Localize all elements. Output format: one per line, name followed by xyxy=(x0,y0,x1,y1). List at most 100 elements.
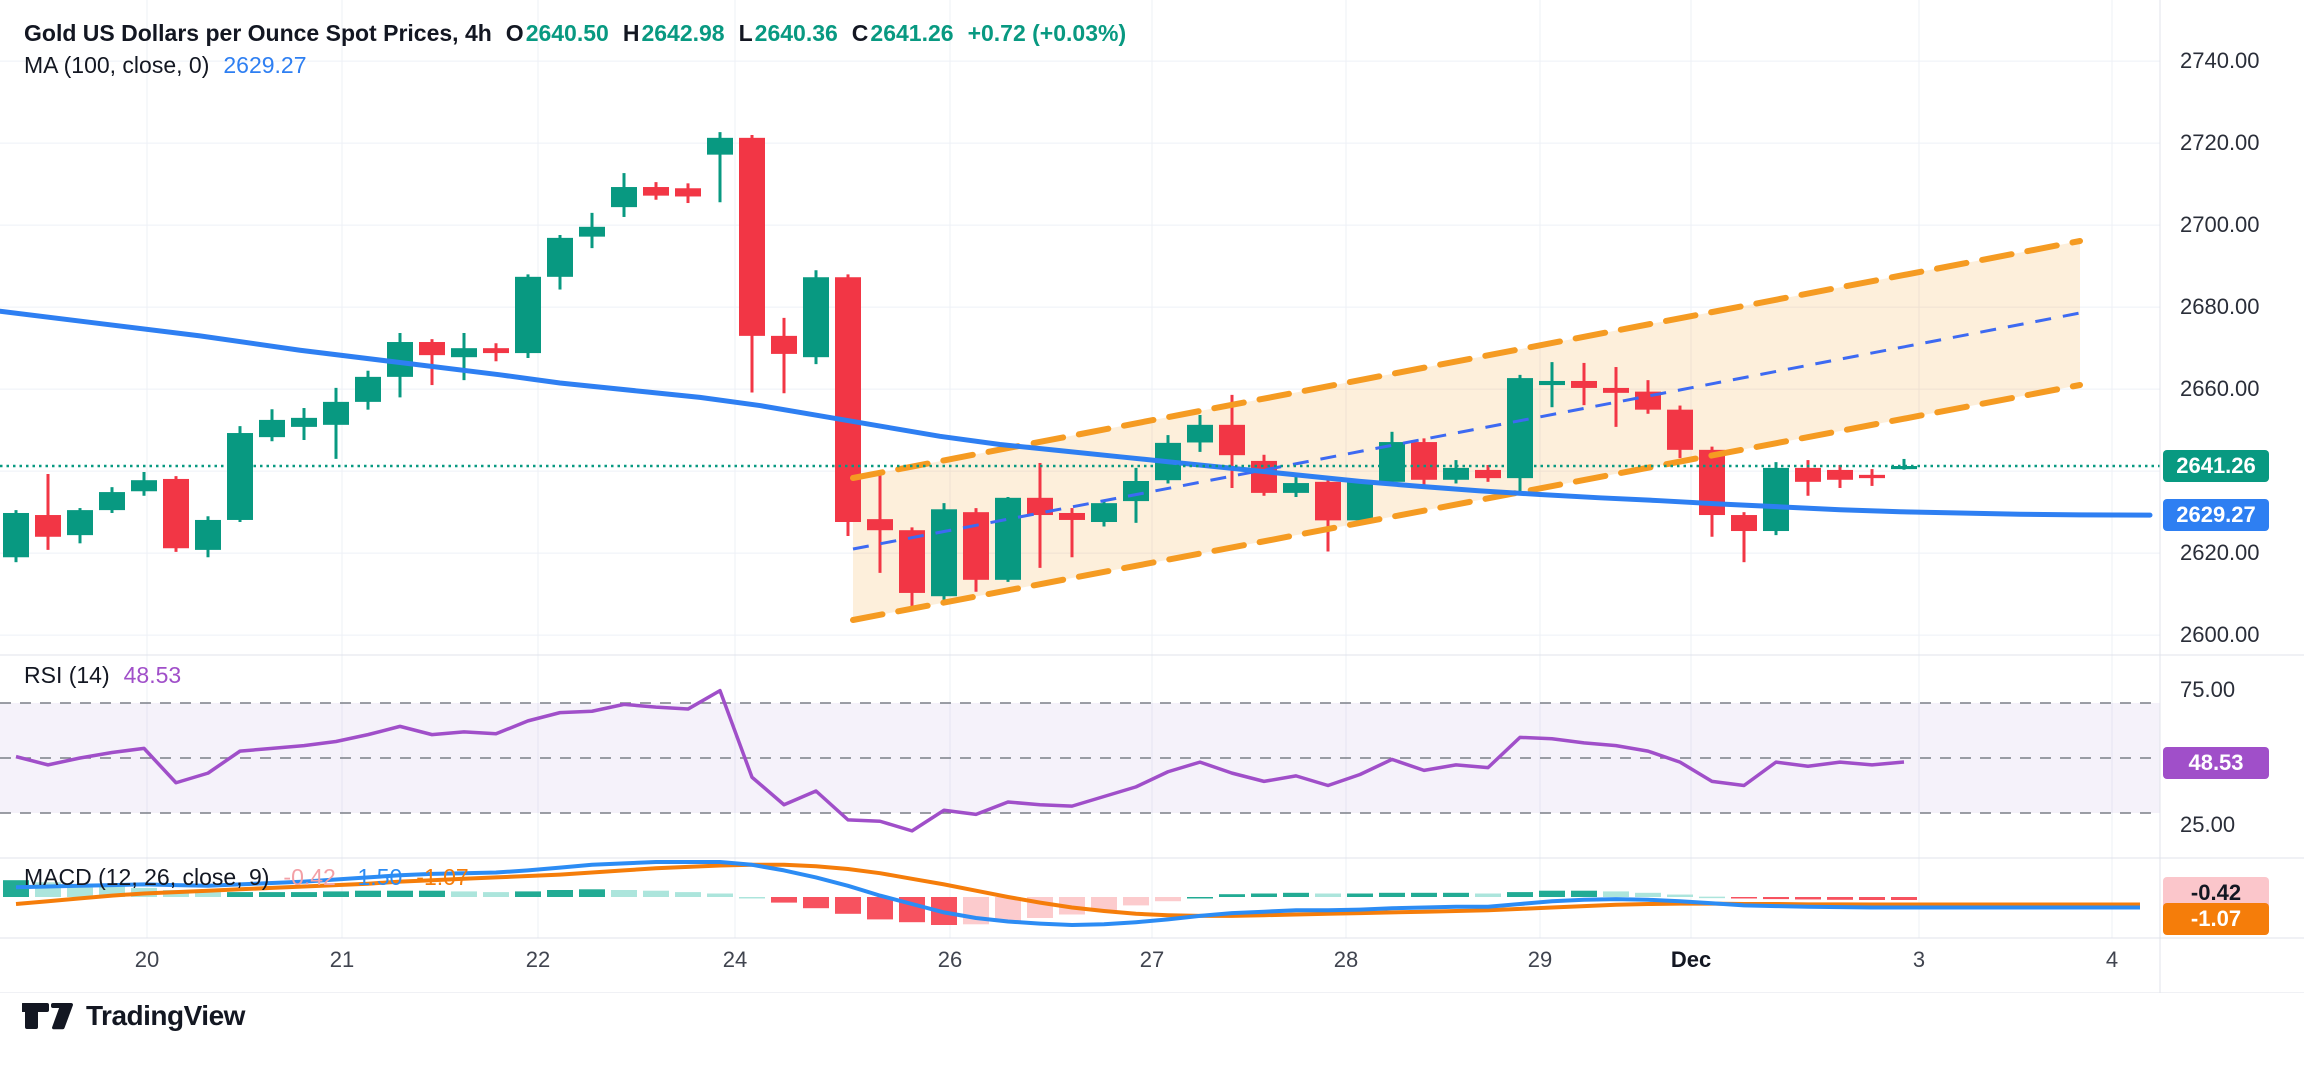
candle-body-down xyxy=(1315,481,1341,521)
macd-histogram-bar xyxy=(1475,893,1501,897)
macd-histogram-bar xyxy=(1507,892,1533,897)
ohlc-low: L 2640.36 xyxy=(738,20,838,46)
macd-histogram-bar xyxy=(1763,897,1789,900)
macd-histogram-bar xyxy=(3,880,29,897)
time-axis-label: 21 xyxy=(329,947,355,972)
macd-histogram-bar xyxy=(483,892,509,897)
candle-body-up xyxy=(131,480,157,492)
macd-histogram-bar xyxy=(1667,894,1693,897)
ma100-line xyxy=(0,308,2153,518)
channel-mid-line xyxy=(852,311,2081,551)
candle-body-up xyxy=(227,433,253,520)
macd-histogram-bar xyxy=(1219,894,1245,897)
macd-histogram-bar xyxy=(1347,893,1373,897)
macd-histogram-bar xyxy=(739,897,765,899)
candle-body-up xyxy=(1443,467,1469,480)
macd-histogram-bar xyxy=(1795,897,1821,900)
time-axis-label: Dec xyxy=(1670,947,1712,972)
macd-histogram-bar xyxy=(1091,897,1117,911)
candle-body-down xyxy=(419,342,445,356)
time-axis-label: 27 xyxy=(1139,947,1165,972)
macd-line xyxy=(15,860,2140,927)
candle-body-up xyxy=(1891,466,1917,470)
candle-body-up xyxy=(323,401,349,425)
rsi-label: RSI (14) xyxy=(24,662,110,688)
macd-histogram-bar xyxy=(195,892,221,897)
candle-body-up xyxy=(1347,481,1373,521)
candle-body-up xyxy=(99,492,125,511)
macd-legend-row[interactable]: MACD (12, 26, close, 9) -0.42 -1.50 -1.0… xyxy=(24,864,469,891)
macd-histogram-bar xyxy=(611,890,637,897)
candle-body-down xyxy=(483,348,509,354)
channel-lower-line xyxy=(850,382,2083,623)
candle-body-down xyxy=(1475,469,1501,479)
macd-histogram-bar xyxy=(1315,893,1341,897)
macd-histogram-bar xyxy=(1603,891,1629,897)
time-axis-label: 4 xyxy=(2105,947,2119,972)
candle-body-up xyxy=(1507,378,1533,479)
macd-histogram-bar xyxy=(259,892,285,897)
price-axis-label: 2720.00 xyxy=(2180,130,2260,155)
macd-histogram-bar xyxy=(1155,897,1181,902)
macd-histogram-bar xyxy=(515,891,541,897)
candle-body-down xyxy=(739,137,765,336)
macd-signal-line xyxy=(15,862,2140,918)
macd-histogram-bar xyxy=(419,890,445,897)
candle-body-down xyxy=(1411,442,1437,480)
macd-histogram-bar xyxy=(547,890,573,897)
macd-histogram-bar xyxy=(387,890,413,897)
candle-body-down xyxy=(1859,474,1885,479)
price-axis-label: 2680.00 xyxy=(2180,294,2260,319)
macd-histogram-bar xyxy=(451,891,477,897)
candle-body-up xyxy=(3,512,29,558)
candle-body-up xyxy=(707,137,733,155)
candle-body-up xyxy=(291,417,317,427)
macd-histogram-bar xyxy=(1187,897,1213,899)
candle-body-down xyxy=(1219,424,1245,456)
macd-histogram-bar xyxy=(1283,892,1309,897)
macd-line-value: -1.50 xyxy=(349,864,403,890)
price-axis-label: 2660.00 xyxy=(2180,376,2260,401)
candle-body-down xyxy=(835,277,861,523)
ma-label: MA (100, close, 0) xyxy=(24,52,210,78)
rsi-legend-row[interactable]: RSI (14) 48.53 xyxy=(24,662,181,689)
candle-body-down xyxy=(899,530,925,593)
macd-histogram-bar xyxy=(1123,897,1149,906)
ma-legend-row[interactable]: MA (100, close, 0) 2629.27 xyxy=(24,52,307,79)
candle-body-down xyxy=(35,515,61,537)
ohlc-high: H 2642.98 xyxy=(622,20,725,46)
price-axis-label: 2620.00 xyxy=(2180,540,2260,565)
symbol-legend-row[interactable]: Gold US Dollars per Ounce Spot Prices, 4… xyxy=(24,20,1126,47)
candle-body-up xyxy=(1283,483,1309,493)
candle-body-down xyxy=(1603,387,1629,393)
candle-body-up xyxy=(995,497,1021,580)
tradingview-logo[interactable]: TradingView xyxy=(22,1000,245,1032)
macd-histogram-bar xyxy=(99,886,125,897)
candle-body-up xyxy=(259,419,285,438)
macd-histogram-bar xyxy=(835,897,861,914)
macd-hist-value: -0.42 xyxy=(283,864,336,890)
time-axis-label: 28 xyxy=(1333,947,1359,972)
current-price-badge: 2641.26 xyxy=(2163,450,2269,482)
tradingview-logo-text: TradingView xyxy=(86,1000,245,1031)
chart-canvas[interactable] xyxy=(0,0,2304,993)
price-axis-label: 2740.00 xyxy=(2180,48,2260,73)
macd-histogram-bar xyxy=(995,897,1021,922)
time-axis-label: 22 xyxy=(525,947,551,972)
price-axis-label: 2700.00 xyxy=(2180,212,2260,237)
macd-histogram-bar xyxy=(355,890,381,897)
macd-histogram-bar xyxy=(227,892,253,897)
rsi-line xyxy=(15,688,1905,833)
macd-histogram-bar xyxy=(1635,892,1661,897)
macd-histogram-bar xyxy=(803,897,829,909)
macd-histogram-bar xyxy=(1539,890,1565,897)
macd-signal-badge: -1.07 xyxy=(2163,903,2269,935)
candle-body-down xyxy=(1667,409,1693,450)
macd-histogram-bar xyxy=(1891,897,1917,901)
rsi-value: 48.53 xyxy=(123,662,182,688)
price-axis-label: 75.00 xyxy=(2180,677,2236,702)
channel-upper-line xyxy=(850,238,2083,481)
candle-body-down xyxy=(643,187,669,196)
candle-body-up xyxy=(931,509,957,597)
